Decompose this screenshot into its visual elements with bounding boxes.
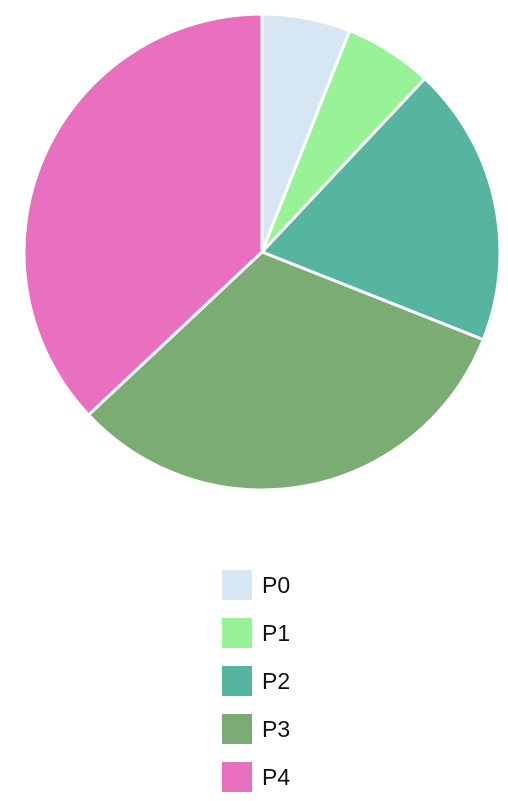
legend-item-p3: P3 <box>222 705 290 753</box>
pie-chart <box>22 12 502 492</box>
legend-label: P1 <box>262 619 291 646</box>
legend-swatch <box>222 570 252 600</box>
legend-item-p1: P1 <box>222 609 290 657</box>
legend-label: P4 <box>262 763 291 790</box>
legend-swatch <box>222 618 252 648</box>
chart-legend: P0 P1 P2 P3 P4 <box>222 561 290 801</box>
legend-label: P0 <box>262 571 291 598</box>
pie-slice-p4 <box>22 12 264 417</box>
legend-swatch <box>222 666 252 696</box>
legend-label: P3 <box>262 715 291 742</box>
legend-swatch <box>222 762 252 792</box>
pie-slice-p3 <box>87 250 485 492</box>
legend-item-p2: P2 <box>222 657 290 705</box>
legend-swatch <box>222 714 252 744</box>
legend-item-p4: P4 <box>222 753 290 801</box>
legend-label: P2 <box>262 667 291 694</box>
legend-item-p0: P0 <box>222 561 290 609</box>
